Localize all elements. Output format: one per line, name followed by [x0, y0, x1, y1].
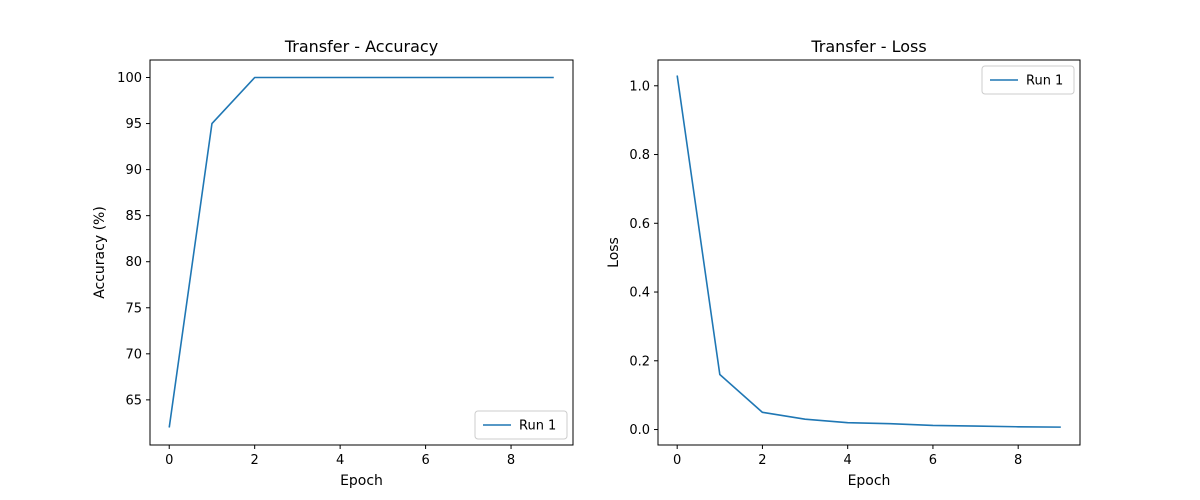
y-tick-label: 85	[125, 209, 142, 224]
legend-box	[981, 65, 1075, 95]
x-tick-label: 0	[165, 453, 173, 468]
y-tick-label: 0.2	[629, 354, 650, 369]
y-tick-label: 95	[125, 117, 142, 132]
x-tick-label: 6	[421, 453, 429, 468]
chart-title: Transfer - Accuracy	[284, 37, 438, 56]
series-line-run-1	[168, 76, 554, 428]
x-axis-label: Epoch	[340, 473, 383, 489]
y-tick-label: 1.0	[629, 79, 650, 94]
axes-frame	[149, 59, 574, 446]
x-tick-label: 2	[758, 453, 766, 468]
axes-frame	[657, 59, 1081, 446]
x-tick-label: 6	[929, 453, 937, 468]
y-axis-label: Loss	[606, 237, 622, 268]
y-tick-label: 80	[125, 255, 142, 270]
subplot-1: 0 2 4 6 8 65 70 75 80 85 90 95 100 Transfer - Accurac…	[92, 37, 574, 489]
y-tick-label: 0.6	[629, 217, 650, 232]
y-tick-label: 100	[117, 71, 142, 86]
y-tick-label: 0.0	[629, 423, 650, 438]
x-tick-label: 2	[251, 453, 259, 468]
legend: Run 1	[474, 410, 568, 440]
y-tick-label: 90	[125, 163, 142, 178]
y-tick-label: 70	[125, 347, 142, 362]
subplot-2: 0 2 4 6 8 0.0 0.2 0.4 0.6 0.8 1.0 Transfer - Loss Ep…	[606, 37, 1081, 489]
y-tick-label: 75	[125, 301, 142, 316]
legend-label: Run 1	[519, 419, 556, 434]
x-tick-label: 4	[844, 453, 852, 468]
legend-box	[474, 410, 568, 440]
x-axis-label: Epoch	[848, 473, 891, 489]
chart-title: Transfer - Loss	[810, 37, 926, 56]
x-tick-label: 0	[673, 453, 681, 468]
legend-label: Run 1	[1026, 74, 1063, 89]
x-tick-label: 8	[507, 453, 515, 468]
y-tick-label: 0.8	[629, 148, 650, 163]
y-tick-label: 65	[125, 393, 142, 408]
series-line-run-1	[676, 75, 1061, 428]
y-tick-label: 0.4	[629, 286, 650, 301]
y-axis-label: Accuracy (%)	[92, 206, 108, 299]
legend: Run 1	[981, 65, 1075, 95]
x-tick-label: 4	[336, 453, 344, 468]
x-tick-label: 8	[1014, 453, 1022, 468]
